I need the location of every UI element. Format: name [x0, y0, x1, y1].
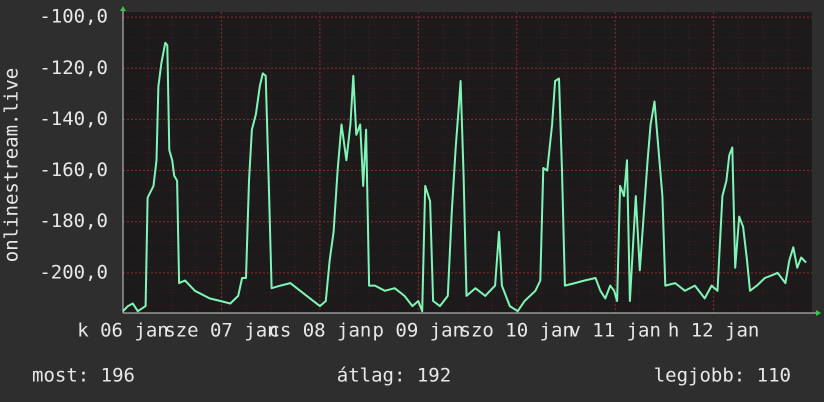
x-arrow — [816, 310, 821, 316]
y-tick-label: -200,0 — [39, 261, 108, 283]
y-axis-title: onlinestream.live — [1, 68, 23, 262]
x-tick-label: h 12 jan — [668, 320, 760, 342]
x-tick-label: szo 10 jan — [460, 320, 574, 342]
stat-average: átlag: 192 — [337, 365, 451, 387]
stat-best: legjobb: 110 — [654, 365, 791, 387]
x-tick-label: sze 07 jan — [164, 320, 278, 342]
y-arrow — [120, 6, 126, 11]
x-tick-label: k 06 jan — [77, 320, 169, 342]
data-line — [122, 41, 807, 313]
minor-grid — [123, 12, 812, 313]
stat-current: most: 196 — [32, 365, 135, 387]
x-tick-label: p 09 jan — [373, 320, 465, 342]
y-tick-label: -160,0 — [39, 159, 108, 181]
y-tick-label: -140,0 — [39, 108, 108, 130]
y-tick-label: -180,0 — [39, 210, 108, 232]
y-tick-label: -100,0 — [39, 6, 108, 28]
y-tick-label: -120,0 — [39, 57, 108, 79]
x-tick-label: v 11 jan — [569, 320, 661, 342]
x-tick-label: cs 08 jan — [268, 320, 371, 342]
